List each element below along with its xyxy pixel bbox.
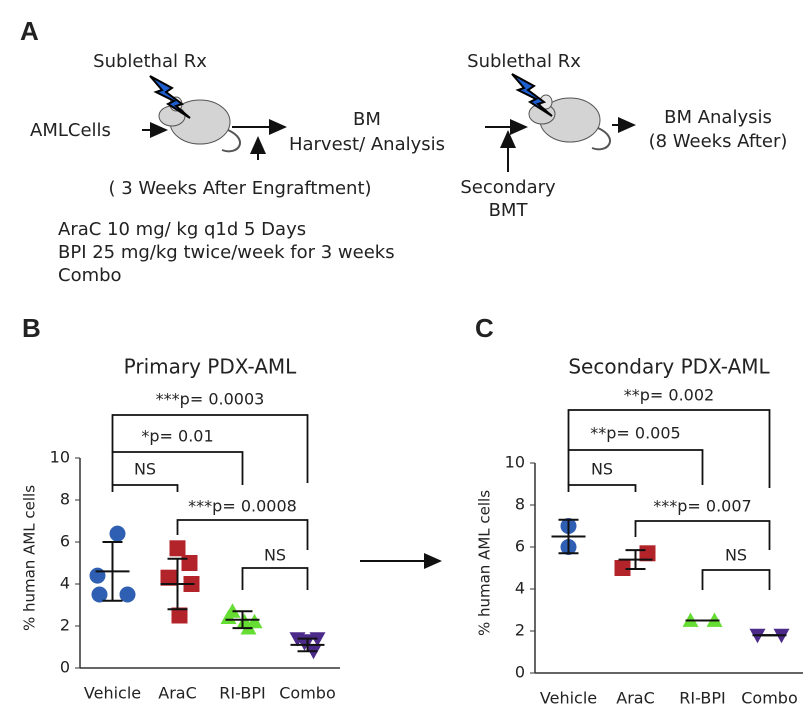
comparison-label: ***p= 0.0003 [156, 390, 265, 409]
y-axis-label: % human AML cells [21, 485, 39, 631]
comparison-bracket [567, 409, 771, 488]
y-tick-label: 10 [50, 448, 70, 467]
y-tick-label: 0 [515, 663, 525, 682]
x-tick-label: RI-BPI [679, 689, 725, 708]
comparison-bracket [111, 451, 244, 485]
data-point [91, 586, 108, 603]
comparison-label: **p= 0.005 [590, 424, 680, 443]
mouse [149, 75, 241, 153]
y-tick-label: 8 [515, 495, 525, 514]
x-tick-label: Combo [741, 689, 798, 708]
label: (8 Weeks After) [649, 131, 788, 152]
label: BM [353, 109, 381, 130]
panel-label: C [475, 313, 494, 343]
label: AMLCells [30, 120, 111, 141]
data-point [89, 567, 106, 584]
label: Sublethal Rx [467, 51, 581, 72]
x-tick-label: Vehicle [84, 684, 141, 703]
comparison-bracket [567, 449, 704, 485]
x-tick-label: RI-BPI [219, 684, 265, 703]
y-tick-label: 10 [505, 453, 525, 472]
label: Sublethal Rx [93, 51, 207, 72]
y-tick-label: 6 [60, 532, 70, 551]
chart-title: Secondary PDX-AML [568, 355, 770, 379]
data-point [614, 560, 631, 576]
comparison-label: *p= 0.01 [141, 427, 213, 446]
comparison-bracket [241, 567, 309, 590]
label: BM Analysis [664, 107, 772, 128]
comparison-label: NS [591, 460, 613, 479]
y-tick-label: 2 [515, 621, 525, 640]
comparison-bracket [111, 414, 309, 483]
label: Harvest/ Analysis [289, 134, 445, 155]
data-point [119, 586, 136, 603]
treatment: Combo [58, 265, 122, 286]
y-tick-label: 2 [60, 616, 70, 635]
comparison-label: **p= 0.002 [624, 386, 714, 405]
data-point [171, 607, 188, 624]
comparison-label: NS [134, 460, 156, 479]
data-point [160, 569, 177, 586]
x-tick-label: Vehicle [540, 689, 597, 708]
chart-title: Primary PDX-AML [124, 355, 298, 379]
y-tick-label: 0 [60, 658, 70, 677]
mouse [511, 73, 611, 151]
y-tick-label: 4 [515, 579, 525, 598]
data-point [181, 555, 198, 571]
comparison-bracket [567, 484, 637, 492]
treatment: AraC 10 mg/ kg q1d 5 Days [58, 219, 306, 240]
y-tick-label: 6 [515, 537, 525, 556]
comparison-bracket [701, 569, 771, 590]
comparison-label: NS [264, 546, 286, 565]
y-tick-label: 4 [60, 574, 70, 593]
data-point [169, 540, 186, 557]
panel-label: B [22, 313, 41, 343]
comparison-label: ***p= 0.007 [653, 497, 751, 516]
comparison-label: NS [725, 546, 747, 565]
data-point [109, 525, 126, 542]
y-axis-label: % human AML cells [476, 490, 494, 636]
x-tick-label: AraC [158, 684, 197, 703]
comparison-bracket [634, 520, 771, 550]
x-tick-label: AraC [616, 689, 655, 708]
y-tick-label: 8 [60, 490, 70, 509]
comparison-label: ***p= 0.0008 [188, 497, 297, 516]
x-tick-label: Combo [279, 684, 336, 703]
panel-label: A [20, 16, 39, 46]
label: BMT [489, 200, 529, 221]
treatment: BPI 25 mg/kg twice/week for 3 weeks [58, 242, 395, 263]
label: ( 3 Weeks After Engraftment) [108, 178, 371, 199]
label: Secondary [460, 177, 556, 198]
arrows [142, 117, 636, 569]
comparison-bracket [176, 519, 309, 550]
comparison-bracket [111, 484, 179, 492]
